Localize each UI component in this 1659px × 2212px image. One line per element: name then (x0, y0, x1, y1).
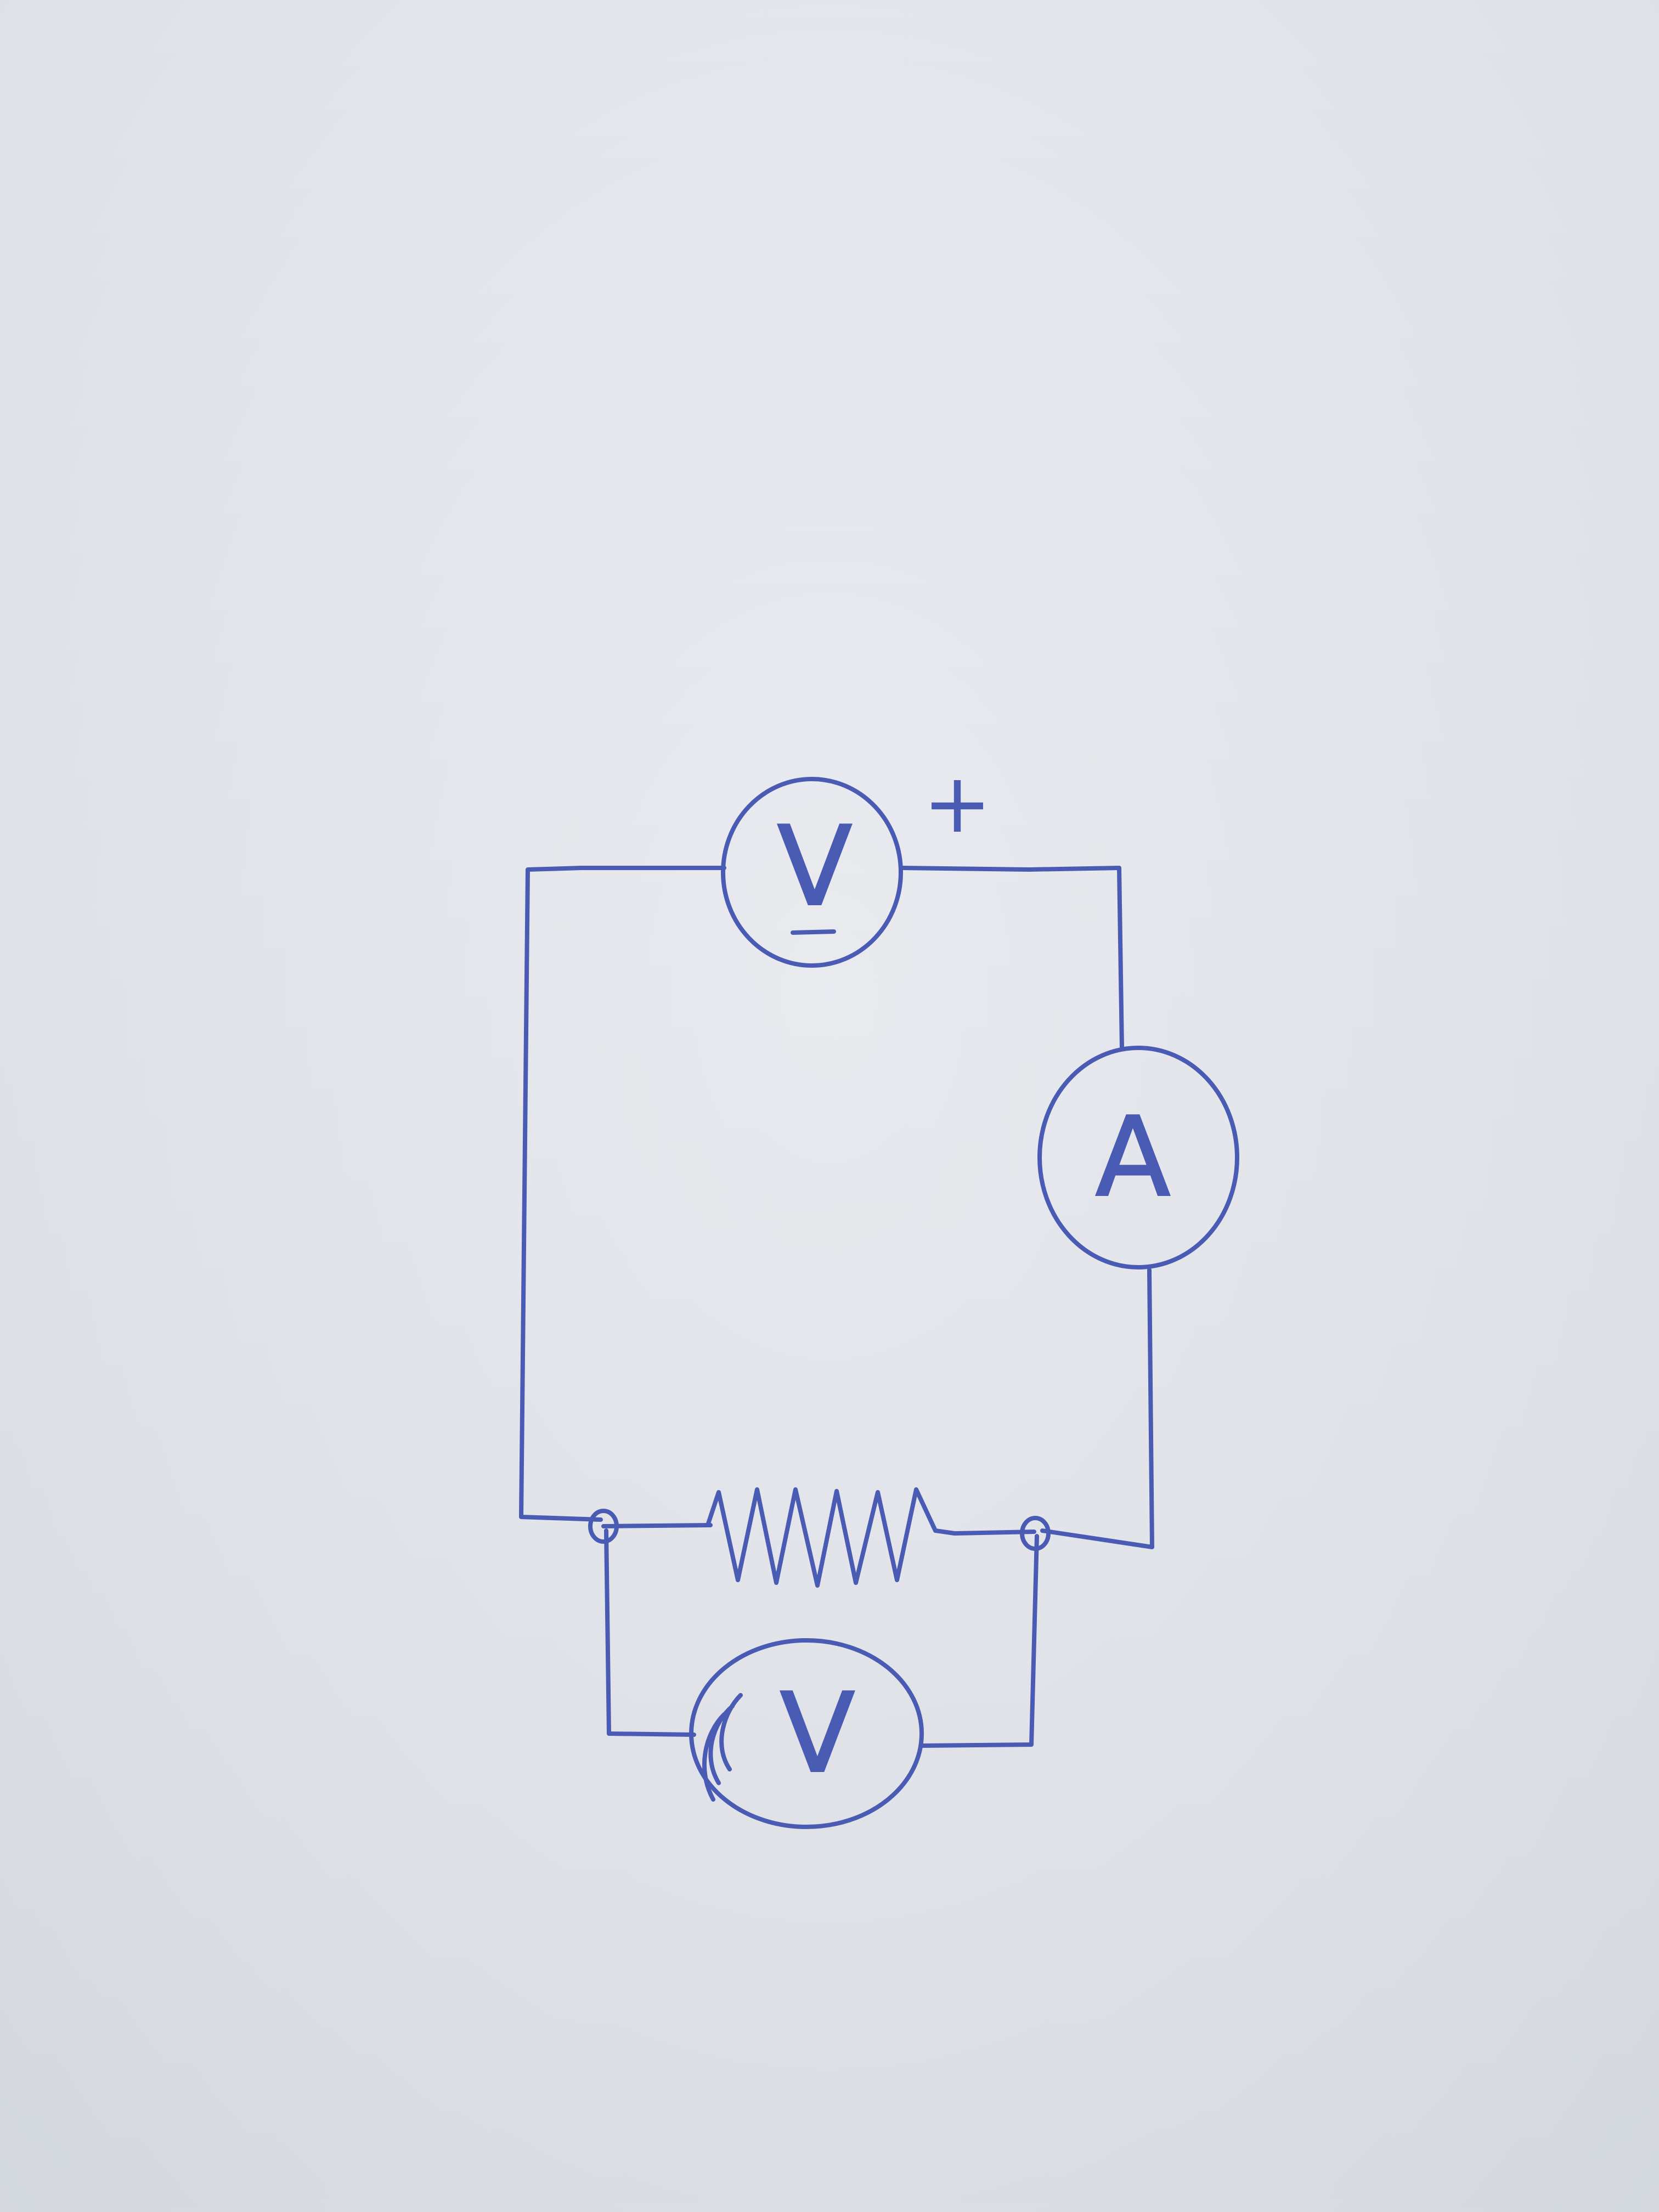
bottom-voltmeter-symbol: V (780, 1670, 855, 1798)
junction-nodes (588, 1509, 1051, 1551)
parallel-right-wire (919, 1534, 1039, 1748)
top-voltmeter-circle (721, 777, 903, 968)
left-wire (519, 866, 726, 1522)
ammeter: A (1037, 1046, 1239, 1269)
right-junction-node (1020, 1516, 1051, 1551)
main-loop-wires (519, 866, 1154, 1549)
resistor-zigzag (706, 1487, 957, 1588)
top-voltmeter: V + (721, 756, 992, 968)
top-right-wire (900, 866, 1124, 1050)
top-voltmeter-underline (791, 929, 836, 935)
parallel-left-wire (604, 1528, 696, 1737)
bottom-voltmeter: V (689, 1638, 924, 1829)
parallel-voltmeter-wires (604, 1528, 1039, 1748)
left-junction-node (588, 1509, 619, 1544)
bottom-voltmeter-circle (689, 1638, 924, 1829)
resistor-left-lead (601, 1523, 713, 1528)
right-lower-wire (1040, 1268, 1154, 1549)
ammeter-symbol: A (1096, 1094, 1171, 1222)
top-voltmeter-symbol: V (777, 803, 853, 931)
ammeter-circle (1037, 1046, 1239, 1269)
bottom-voltmeter-scribble (702, 1693, 743, 1802)
top-voltmeter-polarity-sign: + (923, 756, 992, 851)
